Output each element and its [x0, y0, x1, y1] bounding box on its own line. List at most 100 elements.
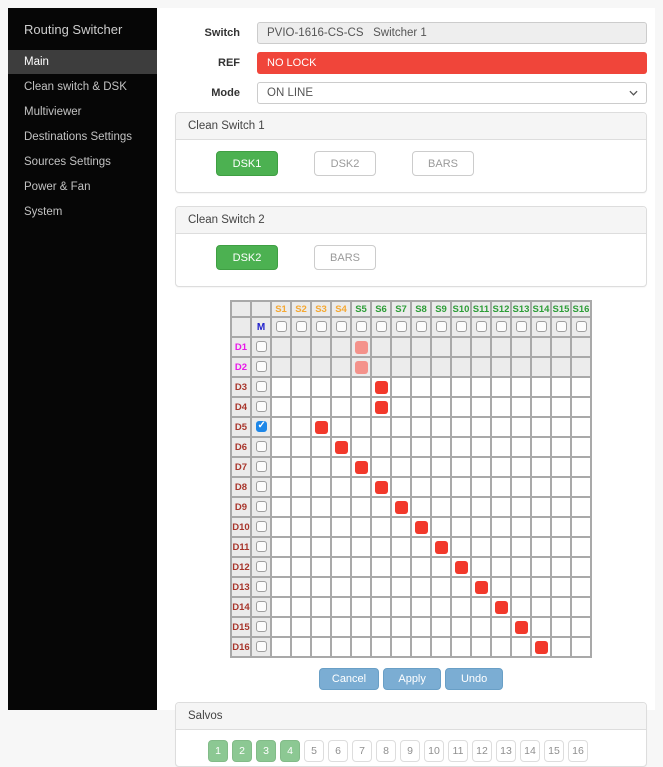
monitor-checkbox-s9[interactable]: [435, 321, 447, 333]
matrix-cell-d4-s8[interactable]: [410, 396, 432, 418]
matrix-cell-d2-s8[interactable]: [410, 356, 432, 378]
apply-button[interactable]: Apply: [383, 668, 442, 690]
matrix-cell-d12-s8[interactable]: [410, 556, 432, 578]
monitor-cell-s11[interactable]: [470, 316, 492, 338]
matrix-cell-d13-s13[interactable]: [510, 576, 532, 598]
salvo-button-12[interactable]: 12: [472, 740, 492, 762]
matrix-cell-d5-s13[interactable]: [510, 416, 532, 438]
matrix-cell-d8-s4[interactable]: [330, 476, 352, 498]
matrix-cell-d8-s14[interactable]: [530, 476, 552, 498]
matrix-cell-d9-s10[interactable]: [450, 496, 472, 518]
matrix-cell-d3-s10[interactable]: [450, 376, 472, 398]
matrix-cell-d14-s11[interactable]: [470, 596, 492, 618]
matrix-cell-d5-s7[interactable]: [390, 416, 412, 438]
matrix-cell-d1-s1[interactable]: [270, 336, 292, 358]
matrix-cell-d14-s12[interactable]: [490, 596, 512, 618]
matrix-cell-d14-s6[interactable]: [370, 596, 392, 618]
monitor-checkbox-s11[interactable]: [475, 321, 487, 333]
matrix-cell-d14-s4[interactable]: [330, 596, 352, 618]
matrix-cell-d13-s8[interactable]: [410, 576, 432, 598]
salvo-button-10[interactable]: 10: [424, 740, 444, 762]
matrix-cell-d6-s15[interactable]: [550, 436, 572, 458]
monitor-checkbox-s4[interactable]: [335, 321, 347, 333]
dest-checkbox-d9[interactable]: [255, 501, 267, 513]
matrix-cell-d9-s3[interactable]: [310, 496, 332, 518]
matrix-cell-d8-s9[interactable]: [430, 476, 452, 498]
matrix-cell-d2-s1[interactable]: [270, 356, 292, 378]
matrix-cell-d14-s13[interactable]: [510, 596, 532, 618]
monitor-checkbox-s1[interactable]: [275, 321, 287, 333]
dest-cb-cell-d6[interactable]: [250, 436, 272, 458]
dest-checkbox-d4[interactable]: [255, 401, 267, 413]
monitor-checkbox-s3[interactable]: [315, 321, 327, 333]
monitor-cell-s16[interactable]: [570, 316, 592, 338]
matrix-cell-d4-s14[interactable]: [530, 396, 552, 418]
matrix-cell-d15-s3[interactable]: [310, 616, 332, 638]
matrix-cell-d9-s12[interactable]: [490, 496, 512, 518]
matrix-cell-d1-s14[interactable]: [530, 336, 552, 358]
matrix-cell-d5-s3[interactable]: [310, 416, 332, 438]
matrix-cell-d9-s6[interactable]: [370, 496, 392, 518]
matrix-cell-d16-s12[interactable]: [490, 636, 512, 658]
matrix-cell-d16-s14[interactable]: [530, 636, 552, 658]
matrix-cell-d1-s7[interactable]: [390, 336, 412, 358]
matrix-cell-d13-s16[interactable]: [570, 576, 592, 598]
matrix-cell-d7-s7[interactable]: [390, 456, 412, 478]
matrix-cell-d4-s15[interactable]: [550, 396, 572, 418]
matrix-cell-d2-s14[interactable]: [530, 356, 552, 378]
matrix-cell-d15-s13[interactable]: [510, 616, 532, 638]
matrix-cell-d5-s11[interactable]: [470, 416, 492, 438]
dest-checkbox-d11[interactable]: [255, 541, 267, 553]
matrix-cell-d11-s15[interactable]: [550, 536, 572, 558]
matrix-cell-d14-s8[interactable]: [410, 596, 432, 618]
matrix-cell-d14-s14[interactable]: [530, 596, 552, 618]
matrix-cell-d4-s4[interactable]: [330, 396, 352, 418]
matrix-cell-d8-s6[interactable]: [370, 476, 392, 498]
dest-checkbox-d16[interactable]: [255, 641, 267, 653]
matrix-cell-d10-s14[interactable]: [530, 516, 552, 538]
monitor-checkbox-s16[interactable]: [575, 321, 587, 333]
matrix-cell-d11-s14[interactable]: [530, 536, 552, 558]
matrix-cell-d2-s6[interactable]: [370, 356, 392, 378]
matrix-cell-d7-s14[interactable]: [530, 456, 552, 478]
monitor-cell-s12[interactable]: [490, 316, 512, 338]
bars-button[interactable]: BARS: [314, 245, 376, 270]
matrix-cell-d10-s2[interactable]: [290, 516, 312, 538]
matrix-cell-d2-s11[interactable]: [470, 356, 492, 378]
matrix-cell-d4-s9[interactable]: [430, 396, 452, 418]
matrix-cell-d3-s4[interactable]: [330, 376, 352, 398]
matrix-cell-d13-s11[interactable]: [470, 576, 492, 598]
matrix-cell-d8-s12[interactable]: [490, 476, 512, 498]
matrix-cell-d5-s16[interactable]: [570, 416, 592, 438]
monitor-cell-s15[interactable]: [550, 316, 572, 338]
sidebar-item-main[interactable]: Main: [8, 50, 157, 74]
matrix-cell-d7-s15[interactable]: [550, 456, 572, 478]
matrix-cell-d2-s12[interactable]: [490, 356, 512, 378]
monitor-checkbox-s10[interactable]: [455, 321, 467, 333]
matrix-cell-d4-s10[interactable]: [450, 396, 472, 418]
matrix-cell-d1-s2[interactable]: [290, 336, 312, 358]
matrix-cell-d2-s10[interactable]: [450, 356, 472, 378]
matrix-cell-d13-s10[interactable]: [450, 576, 472, 598]
dest-cb-cell-d14[interactable]: [250, 596, 272, 618]
matrix-cell-d7-s2[interactable]: [290, 456, 312, 478]
matrix-cell-d9-s5[interactable]: [350, 496, 372, 518]
matrix-cell-d13-s9[interactable]: [430, 576, 452, 598]
matrix-cell-d15-s10[interactable]: [450, 616, 472, 638]
monitor-checkbox-s14[interactable]: [535, 321, 547, 333]
matrix-cell-d6-s13[interactable]: [510, 436, 532, 458]
matrix-cell-d1-s13[interactable]: [510, 336, 532, 358]
sidebar-item-multiviewer[interactable]: Multiviewer: [24, 106, 82, 118]
matrix-cell-d6-s2[interactable]: [290, 436, 312, 458]
matrix-cell-d9-s16[interactable]: [570, 496, 592, 518]
salvo-button-4[interactable]: 4: [280, 740, 300, 762]
matrix-cell-d12-s9[interactable]: [430, 556, 452, 578]
matrix-cell-d10-s5[interactable]: [350, 516, 372, 538]
matrix-cell-d6-s3[interactable]: [310, 436, 332, 458]
matrix-cell-d6-s8[interactable]: [410, 436, 432, 458]
monitor-checkbox-s5[interactable]: [355, 321, 367, 333]
matrix-cell-d1-s3[interactable]: [310, 336, 332, 358]
monitor-checkbox-s15[interactable]: [555, 321, 567, 333]
matrix-cell-d6-s6[interactable]: [370, 436, 392, 458]
matrix-cell-d7-s3[interactable]: [310, 456, 332, 478]
